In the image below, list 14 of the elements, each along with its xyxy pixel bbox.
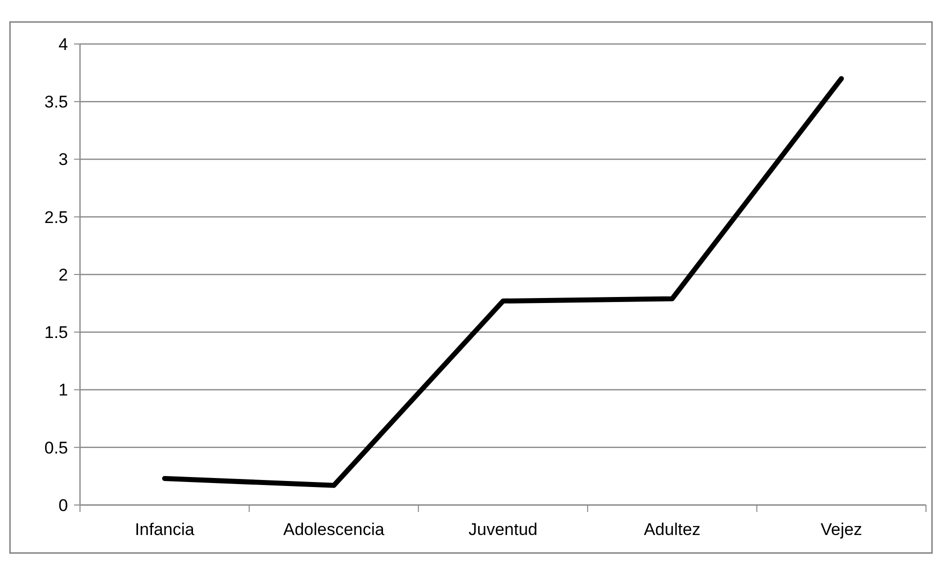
y-tick-label: 1 [58,380,68,400]
y-tick-label: 4 [58,34,68,54]
y-tick-label: 3.5 [44,92,68,112]
x-tick-label: Adolescencia [283,520,385,539]
y-tick-label: 3 [58,150,68,170]
x-tick-label: Infancia [134,520,195,539]
x-tick-label: Juventud [468,520,538,539]
y-tick-label: 0.5 [44,438,68,458]
y-tick-label: 0 [58,496,68,515]
x-tick-label: Adultez [644,520,701,539]
x-tick-label: Vejez [820,520,862,539]
y-tick-label: 1.5 [44,323,68,342]
y-tick-label: 2 [58,265,68,284]
y-tick-label: 2.5 [44,208,68,227]
